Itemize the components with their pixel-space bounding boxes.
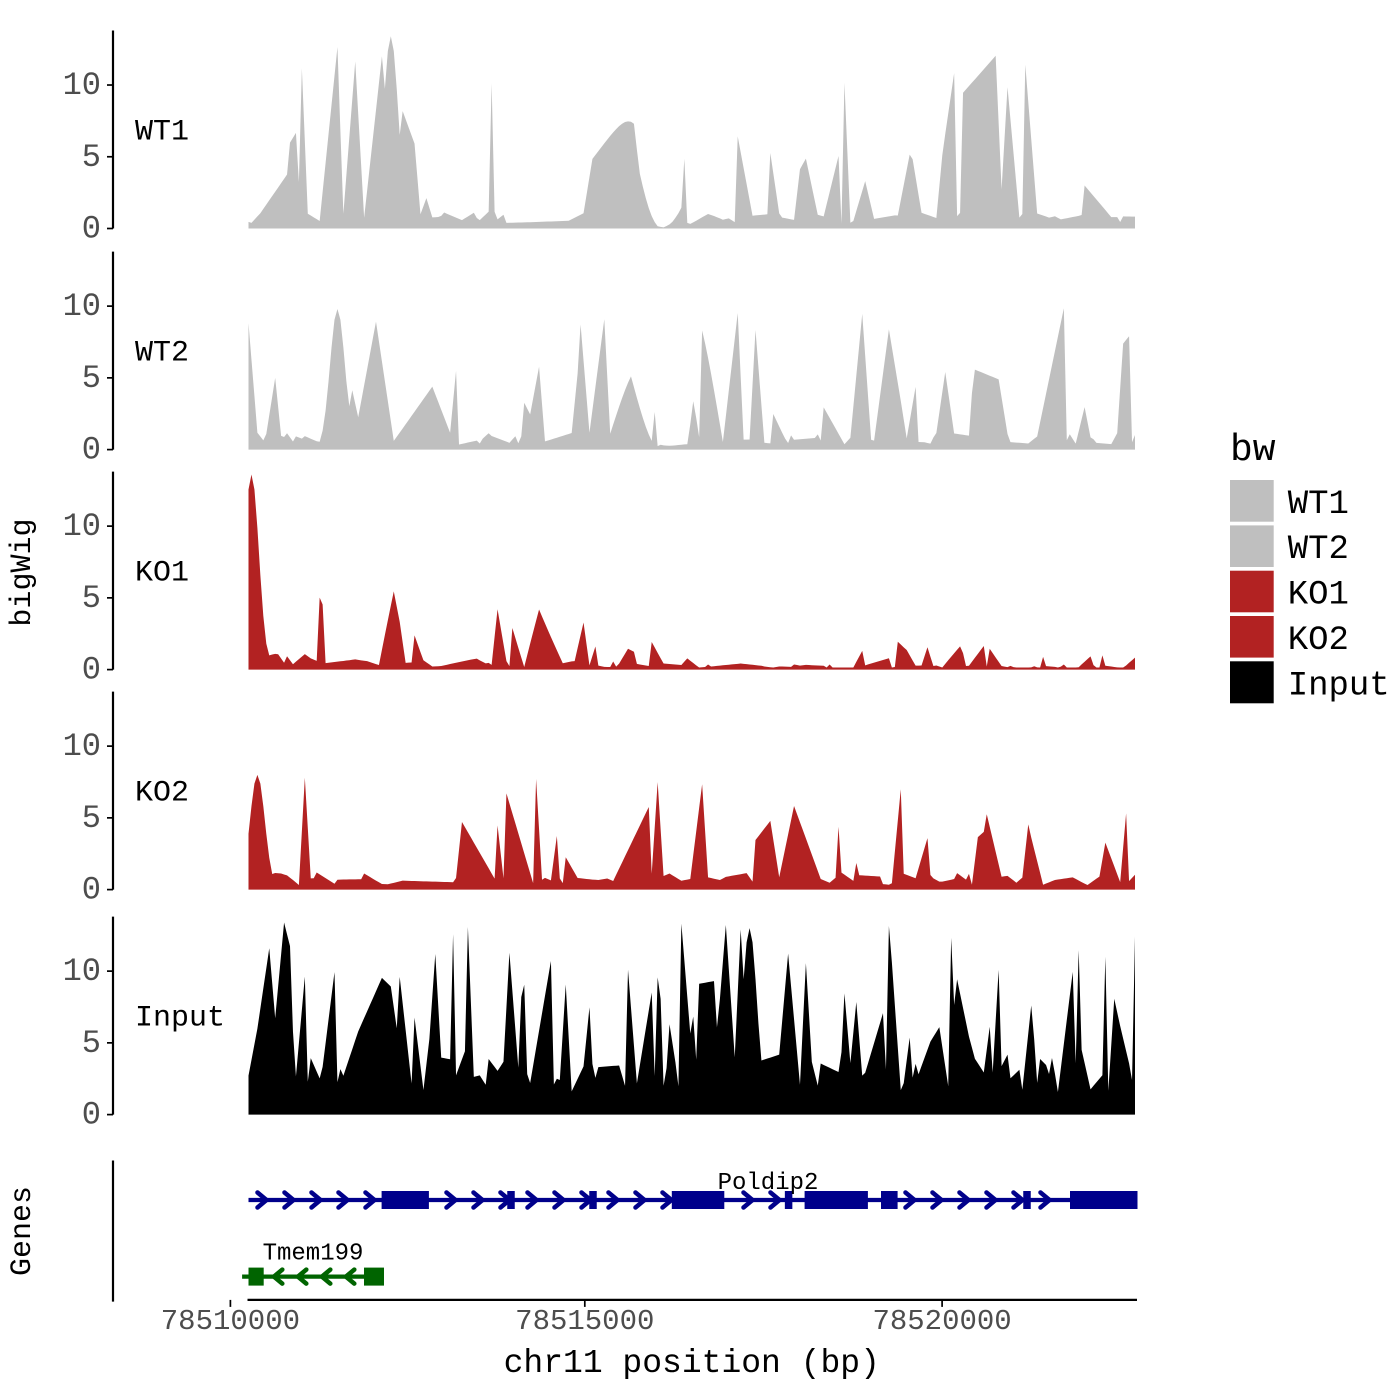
svg-text:0: 0 <box>82 1097 101 1134</box>
svg-text:5: 5 <box>82 139 101 176</box>
svg-text:bigWig: bigWig <box>6 519 40 627</box>
svg-text:KO2: KO2 <box>135 777 189 811</box>
svg-text:78520000: 78520000 <box>872 1305 1011 1338</box>
svg-text:KO1: KO1 <box>135 557 189 591</box>
svg-text:10: 10 <box>63 67 101 104</box>
svg-text:0: 0 <box>82 872 101 909</box>
svg-text:5: 5 <box>82 580 101 617</box>
svg-text:Input: Input <box>135 1002 225 1036</box>
svg-text:KO2: KO2 <box>1288 622 1349 660</box>
svg-text:Poldip2: Poldip2 <box>718 1170 819 1197</box>
svg-text:chr11 position (bp): chr11 position (bp) <box>504 1345 880 1382</box>
svg-text:10: 10 <box>63 508 101 545</box>
svg-text:5: 5 <box>82 800 101 837</box>
svg-text:Tmem199: Tmem199 <box>263 1241 364 1268</box>
svg-text:Input: Input <box>1288 667 1390 705</box>
svg-text:WT1: WT1 <box>1288 486 1349 524</box>
svg-text:10: 10 <box>63 728 101 765</box>
svg-text:0: 0 <box>82 211 101 248</box>
svg-text:78510000: 78510000 <box>161 1305 300 1338</box>
svg-text:WT2: WT2 <box>135 337 189 371</box>
svg-text:10: 10 <box>63 288 101 325</box>
svg-text:10: 10 <box>63 953 101 990</box>
svg-text:5: 5 <box>82 1025 101 1062</box>
svg-text:0: 0 <box>82 432 101 469</box>
svg-text:bw: bw <box>1230 429 1276 472</box>
svg-text:5: 5 <box>82 360 101 397</box>
svg-text:KO1: KO1 <box>1288 577 1349 615</box>
svg-text:0: 0 <box>82 652 101 689</box>
svg-text:WT1: WT1 <box>135 116 189 150</box>
svg-text:WT2: WT2 <box>1288 531 1349 569</box>
svg-text:78515000: 78515000 <box>515 1305 654 1338</box>
svg-text:Genes: Genes <box>6 1186 40 1276</box>
